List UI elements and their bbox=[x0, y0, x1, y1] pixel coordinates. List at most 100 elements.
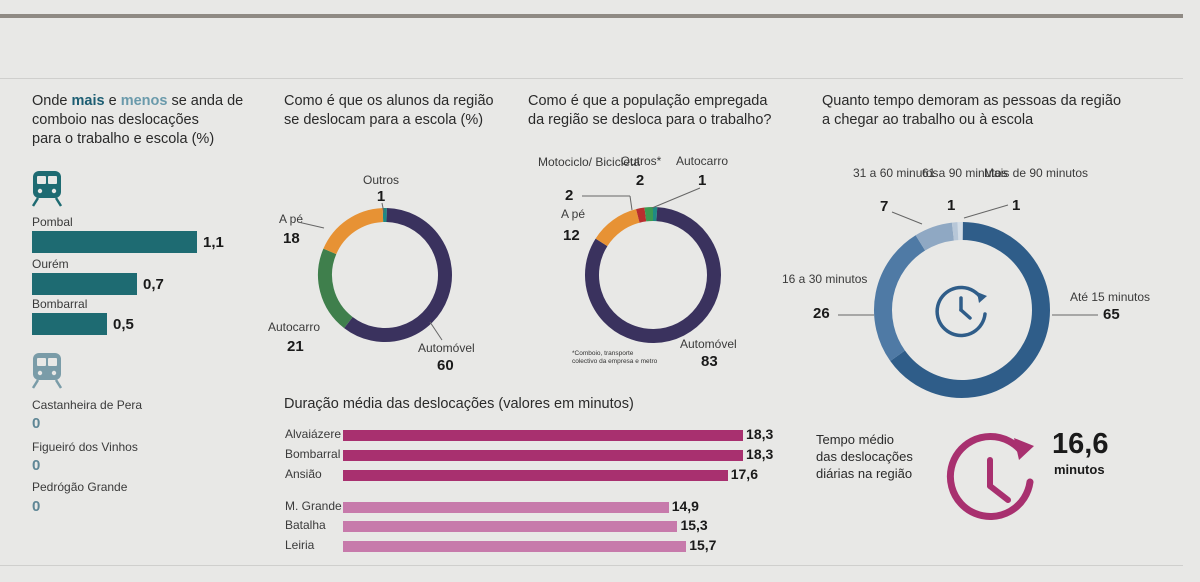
leader-line bbox=[582, 195, 633, 211]
rail-label-pombal: Pombal bbox=[32, 215, 73, 229]
rail-value-zero: 0 bbox=[32, 457, 41, 474]
leader-line bbox=[891, 211, 923, 225]
slice-value-outros: 1 bbox=[376, 188, 386, 205]
duration-value: 17,6 bbox=[730, 466, 758, 482]
leader-line bbox=[651, 187, 701, 209]
donut-slice-a-p bbox=[323, 208, 384, 255]
rail-label-ourem: Ourém bbox=[32, 257, 69, 271]
donut-slice-a-p bbox=[595, 209, 640, 247]
rail-bar bbox=[32, 313, 107, 335]
train-icon bbox=[31, 171, 63, 207]
avg-clock-icon bbox=[946, 433, 1034, 520]
slice-value-ape: 12 bbox=[563, 227, 580, 244]
leader-line bbox=[381, 202, 385, 214]
slice-value-ate15: 65 bbox=[1103, 306, 1120, 323]
duration-label: M. Grande bbox=[285, 499, 342, 513]
donut-slice-16-a-30-minutos bbox=[874, 235, 926, 361]
slice-value-outros: 2 bbox=[635, 172, 645, 189]
time-panel-title: Quanto tempo demoram as pessoas da regiã… bbox=[822, 93, 1122, 128]
donut-slice-autom-vel bbox=[585, 207, 721, 343]
slice-label-automovel: Automóvel bbox=[418, 341, 475, 355]
slice-label-autocarro: Autocarro bbox=[268, 320, 321, 334]
slice-label-61-90: 61 a 90 minutos bbox=[922, 166, 1008, 180]
slice-value-31-60: 7 bbox=[880, 198, 889, 215]
slice-label-autocarro: Autocarro bbox=[676, 154, 729, 168]
duration-label: Batalha bbox=[285, 518, 326, 532]
donut-slice-motociclo-bicicleta bbox=[636, 207, 647, 223]
slice-label-motociclo: Motociclo/ Bicicleta bbox=[538, 155, 641, 169]
duration-bar bbox=[343, 502, 669, 513]
title-mais: mais bbox=[71, 93, 105, 109]
slice-label-90plus: Mais de 90 minutos bbox=[984, 166, 1089, 180]
slice-value-motociclo: 2 bbox=[565, 187, 574, 204]
donut-slice-autocarro bbox=[318, 248, 353, 329]
duration-value: 15,7 bbox=[689, 537, 717, 553]
rail-value: 0,7 bbox=[143, 276, 164, 293]
slice-label-outros: Outros* bbox=[620, 154, 662, 168]
top-divider bbox=[0, 14, 1183, 18]
slice-value-ape: 18 bbox=[283, 230, 300, 247]
leader-line bbox=[1052, 314, 1098, 316]
slice-value-90plus: 1 bbox=[1012, 197, 1021, 214]
donut-slice-at-15-minutos bbox=[890, 222, 1050, 398]
train-icon bbox=[31, 353, 63, 389]
rail-panel-title: Onde mais e menos se anda de comboio nas… bbox=[32, 93, 244, 147]
rail-label-bombarral: Bombarral bbox=[32, 297, 88, 311]
slice-value-autocarro: 1 bbox=[698, 172, 707, 189]
students-panel-title: Como é que os alunos da região se desloca… bbox=[284, 93, 494, 128]
duration-panel-title: Duração média das deslocações (valores e… bbox=[284, 396, 634, 412]
rail-bar bbox=[32, 273, 137, 295]
slice-label-outros: Outros bbox=[362, 173, 399, 187]
title-menos: menos bbox=[120, 93, 168, 109]
slice-label-automovel: Automóvel bbox=[680, 337, 737, 351]
rail-value: 0,5 bbox=[113, 316, 134, 333]
duration-bar bbox=[343, 430, 744, 441]
duration-bar bbox=[343, 541, 687, 552]
rail-value: 1,1 bbox=[203, 234, 224, 251]
duration-bar bbox=[343, 470, 728, 481]
leader-line bbox=[297, 221, 325, 229]
slice-label-16-30: 16 a 30 minutos bbox=[782, 272, 868, 286]
avg-label: Tempo médio das deslocações diárias na reg… bbox=[816, 432, 913, 481]
workers-panel-title: Como é que a população empregada da regiã… bbox=[528, 93, 772, 128]
students-donut bbox=[318, 208, 452, 342]
duration-value: 15,3 bbox=[680, 517, 708, 533]
slice-value-automovel: 60 bbox=[437, 357, 454, 374]
footer-divider bbox=[0, 565, 1183, 566]
clock-icon bbox=[935, 285, 987, 338]
rail-label-figueiro: Figueiró dos Vinhos bbox=[32, 440, 138, 454]
slice-label-ape: A pé bbox=[279, 212, 304, 226]
slice-value-automovel: 83 bbox=[701, 353, 718, 370]
rail-label-castanheira: Castanheira de Pera bbox=[32, 398, 143, 412]
duration-label: Ansião bbox=[285, 467, 322, 481]
duration-bar bbox=[343, 521, 678, 532]
workers-donut bbox=[585, 207, 721, 343]
slice-value-autocarro: 21 bbox=[287, 338, 304, 355]
slice-value-61-90: 1 bbox=[947, 197, 956, 214]
header-divider bbox=[0, 78, 1183, 79]
slice-label-ape: A pé bbox=[561, 207, 586, 221]
leader-line bbox=[838, 314, 874, 316]
avg-unit: minutos bbox=[1054, 462, 1105, 477]
slice-label-ate15: Até 15 minutos bbox=[1070, 290, 1151, 304]
slice-value-16-30: 26 bbox=[813, 305, 830, 322]
leader-line bbox=[429, 321, 443, 341]
donut-slice-autom-vel bbox=[344, 208, 452, 342]
duration-label: Bombarral bbox=[285, 447, 341, 461]
slice-label-31-60: 31 a 60 minutos bbox=[853, 166, 939, 180]
time-donut bbox=[874, 222, 1050, 398]
rail-label-pedrogao: Pedrógão Grande bbox=[32, 480, 128, 494]
rail-bar bbox=[32, 231, 197, 253]
duration-bar bbox=[343, 450, 744, 461]
duration-value: 18,3 bbox=[746, 426, 774, 442]
workers-footnote: *Comboio, transporte colectivo da empresa… bbox=[572, 350, 658, 365]
leader-line bbox=[963, 204, 1009, 219]
donut-slice-31-a-60-minutos bbox=[915, 222, 955, 251]
rail-value-zero: 0 bbox=[32, 415, 41, 432]
avg-value: 16,6 bbox=[1052, 428, 1109, 460]
duration-value: 18,3 bbox=[746, 446, 774, 462]
rail-value-zero: 0 bbox=[32, 498, 41, 515]
duration-label: Alvaiázere bbox=[285, 427, 342, 441]
duration-label: Leiria bbox=[285, 538, 315, 552]
duration-value: 14,9 bbox=[671, 498, 699, 514]
